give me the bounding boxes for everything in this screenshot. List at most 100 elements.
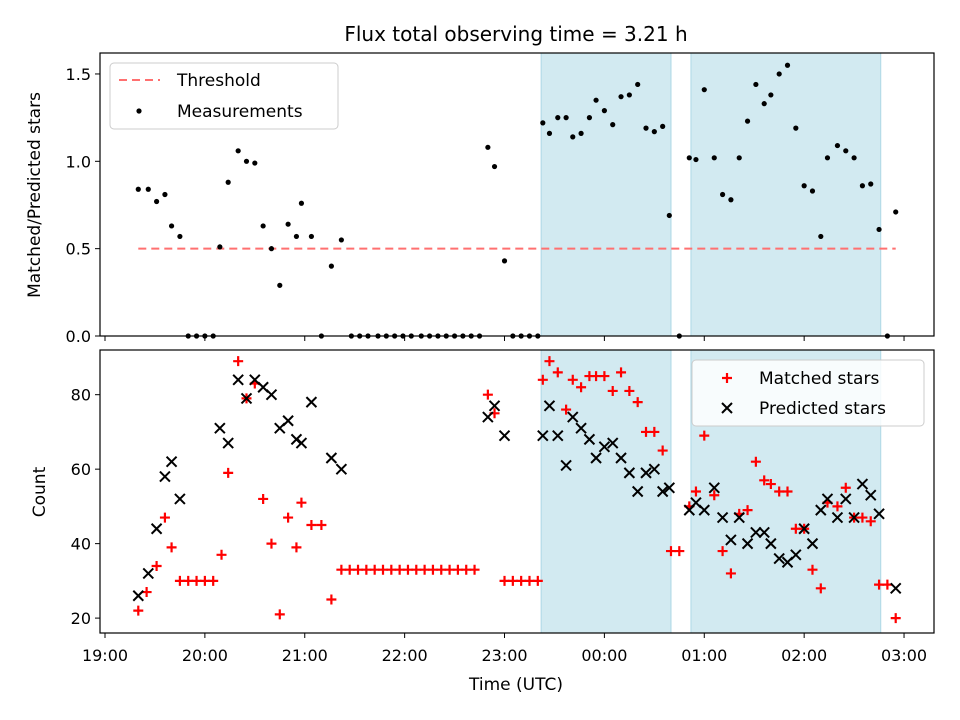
matched-star-point bbox=[544, 356, 555, 367]
predicted-star-point bbox=[325, 452, 338, 464]
x-tick-label: 23:00 bbox=[481, 646, 527, 665]
predicted-star-point bbox=[615, 452, 627, 464]
measurement-point bbox=[277, 282, 283, 288]
matched-star-point bbox=[216, 549, 227, 560]
predicted-star-point bbox=[656, 485, 669, 498]
matched-star-point bbox=[469, 564, 480, 575]
predicted-star-point bbox=[725, 534, 737, 546]
predicted-star-point bbox=[498, 429, 511, 442]
measurement-point bbox=[693, 156, 699, 163]
top-shaded-intervals bbox=[540, 52, 882, 337]
measurement-point bbox=[824, 155, 831, 161]
x-tick-label: 20:00 bbox=[182, 646, 228, 665]
predicted-star-point bbox=[890, 582, 902, 595]
measurement-point bbox=[168, 223, 175, 229]
y-tick-label: 1.0 bbox=[66, 152, 91, 171]
measurement-point bbox=[801, 183, 807, 189]
predicted-star-point bbox=[708, 482, 720, 494]
bottom-legend-box bbox=[691, 359, 925, 427]
matched-star-point bbox=[599, 371, 610, 382]
measurement-point bbox=[818, 233, 824, 240]
measurement-point bbox=[268, 246, 275, 252]
legend-predicted-label: Predicted stars bbox=[759, 399, 886, 419]
matched-star-point bbox=[782, 486, 793, 497]
measurement-point bbox=[784, 62, 791, 68]
bottom-legend: Matched stars Predicted stars bbox=[691, 359, 925, 427]
matched-star-point bbox=[532, 575, 543, 586]
measurement-point bbox=[651, 129, 657, 135]
matched-star-point bbox=[832, 501, 843, 512]
bottom-x-ticks: 19:00 20:00 21:00 22:00 23:00 00:00 01:00 02:00… bbox=[82, 633, 927, 665]
matched-star-point bbox=[537, 374, 548, 385]
measurement-point bbox=[578, 130, 584, 136]
measurement-point bbox=[252, 160, 258, 166]
bottom-y-axis-label: Count bbox=[30, 466, 50, 517]
matched-star-point bbox=[151, 560, 162, 571]
measurement-point bbox=[293, 233, 300, 240]
shaded-interval-2 bbox=[690, 52, 882, 337]
measurement-point bbox=[485, 144, 491, 150]
matched-star-point bbox=[607, 385, 618, 396]
measurement-point bbox=[177, 233, 183, 240]
predicted-star-point bbox=[282, 415, 294, 427]
shaded-interval-1 bbox=[540, 52, 672, 337]
matched-star-point bbox=[274, 609, 285, 620]
measurement-point bbox=[711, 155, 717, 161]
legend-measurement-swatch bbox=[136, 108, 142, 114]
x-tick-label: 19:00 bbox=[82, 646, 128, 665]
predicted-star-point bbox=[865, 489, 877, 501]
predicted-star-point bbox=[716, 511, 729, 524]
predicted-star-point bbox=[214, 422, 226, 434]
matched-star-point bbox=[233, 356, 244, 367]
measurement-point bbox=[555, 115, 561, 121]
measurement-point bbox=[793, 125, 799, 131]
predicted-star-point bbox=[165, 456, 178, 468]
y-tick-label: 40 bbox=[71, 535, 91, 554]
matched-star-point bbox=[709, 490, 720, 501]
predicted-star-point bbox=[840, 493, 852, 505]
top-y-axis-label: Matched/Predicted stars bbox=[25, 92, 45, 298]
predicted-star-point bbox=[741, 537, 754, 550]
matched-star-point bbox=[890, 613, 901, 624]
predicted-star-point bbox=[648, 463, 661, 475]
measurement-point bbox=[285, 221, 291, 227]
measurement-point bbox=[225, 179, 231, 185]
y-tick-label: 60 bbox=[71, 460, 91, 479]
measurement-point bbox=[753, 81, 759, 88]
measurement-point bbox=[728, 197, 734, 203]
legend-predicted-swatch bbox=[721, 402, 733, 414]
matched-star-point bbox=[857, 512, 868, 523]
y-tick-label: 80 bbox=[71, 386, 91, 405]
measurement-point bbox=[635, 81, 641, 88]
predicted-star-point bbox=[482, 411, 494, 423]
predicted-star-point bbox=[150, 523, 163, 535]
measurement-point bbox=[618, 94, 624, 100]
matched-star-point bbox=[552, 367, 563, 378]
predicted-star-point bbox=[142, 567, 154, 580]
legend-measurement-label: Measurements bbox=[177, 102, 303, 122]
predicted-star-point bbox=[222, 437, 234, 449]
matched-star-point bbox=[561, 404, 572, 415]
measurement-point bbox=[235, 148, 241, 154]
predicted-star-point bbox=[174, 493, 186, 505]
top-panel-ratio: 0.0 0.5 1.0 1.5 Matched/Predicted stars Thr… bbox=[25, 52, 935, 346]
measurement-point bbox=[686, 155, 692, 161]
x-axis-label: Time (UTC) bbox=[468, 675, 563, 695]
matched-star-point bbox=[815, 583, 826, 594]
predicted-star-point bbox=[488, 400, 501, 412]
matched-star-point bbox=[765, 479, 776, 490]
measurement-point bbox=[868, 181, 874, 187]
predicted-star-point bbox=[583, 433, 596, 446]
matched-star-point bbox=[316, 520, 327, 531]
measurement-point bbox=[328, 263, 334, 269]
measurement-point bbox=[546, 130, 553, 136]
matched-star-point bbox=[717, 546, 728, 557]
predicted-star-point bbox=[663, 482, 676, 494]
matched-star-point bbox=[725, 568, 736, 579]
y-tick-label: 0.0 bbox=[66, 327, 91, 346]
measurement-point bbox=[719, 191, 726, 198]
legend-predicted-marker bbox=[721, 402, 733, 414]
bottom-panel-counts: 19:00 20:00 21:00 22:00 23:00 00:00 01:00 02:00… bbox=[30, 349, 935, 695]
predicted-star-point bbox=[790, 549, 802, 561]
